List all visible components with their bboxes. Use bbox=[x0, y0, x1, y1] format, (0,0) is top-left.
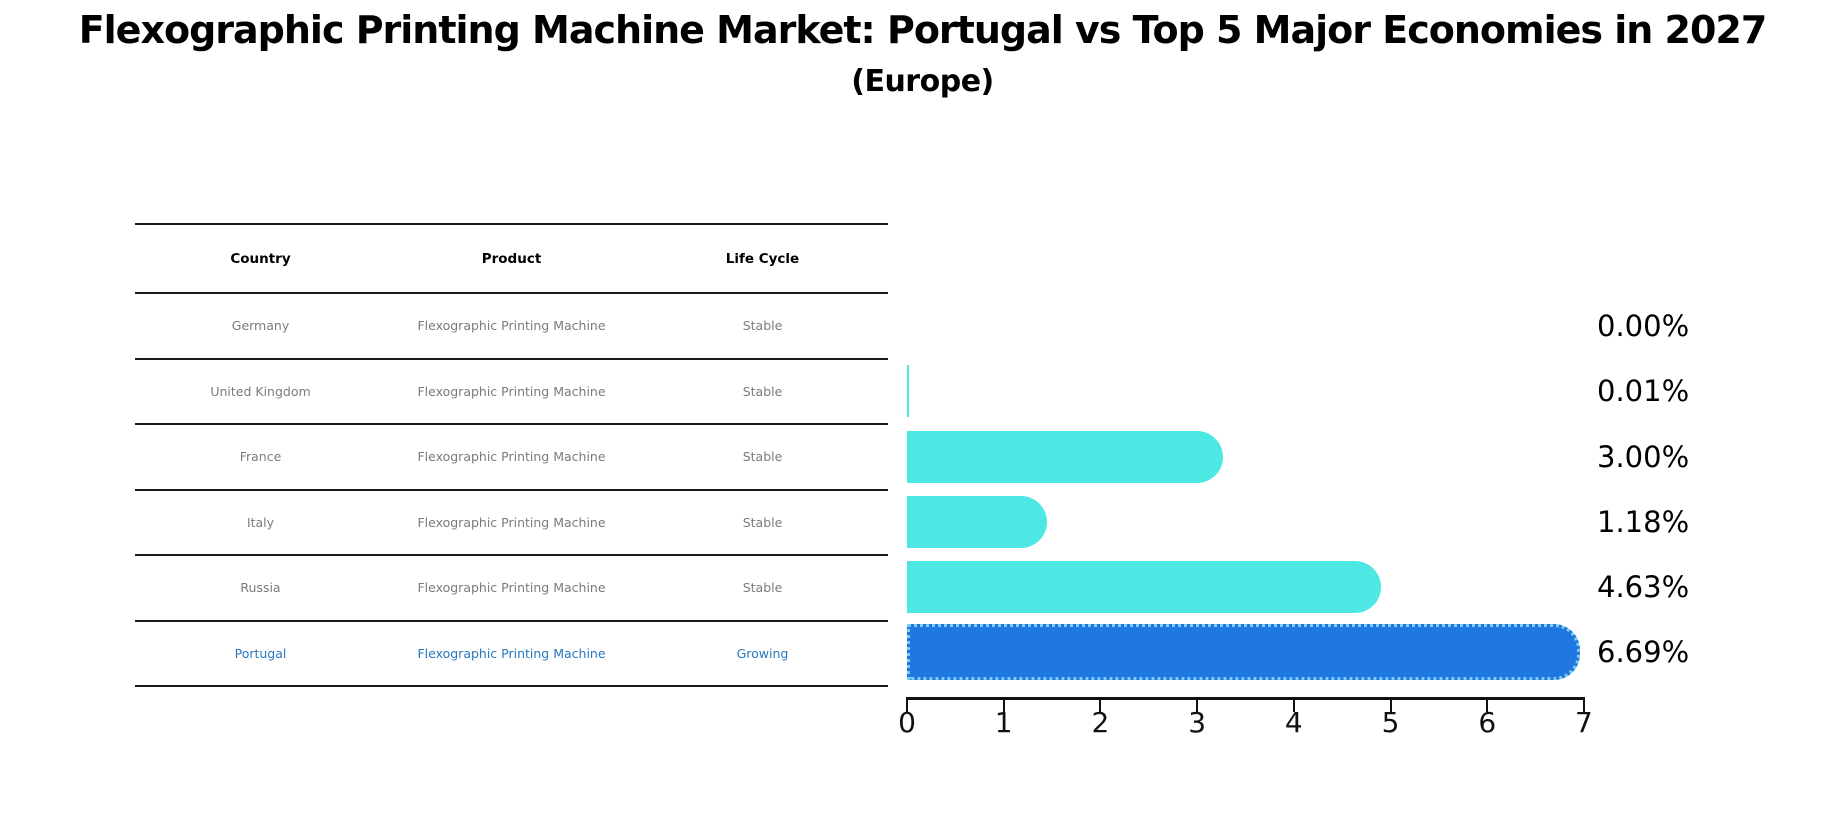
life-cycle-cell: Stable bbox=[742, 449, 783, 465]
country-cell: Russia bbox=[240, 580, 281, 596]
x-axis-tick bbox=[1389, 699, 1392, 712]
bar-italy bbox=[907, 495, 1048, 548]
life-cycle-cell: Stable bbox=[742, 580, 783, 596]
x-axis-tick bbox=[1099, 699, 1102, 712]
table-row-united-kingdom: United Kingdom Flexographic Printing Mach… bbox=[135, 360, 888, 425]
value-label-russia: 4.63% bbox=[1597, 570, 1690, 605]
life-cycle-cell: Stable bbox=[742, 318, 783, 334]
table-row-italy: Italy Flexographic Printing Machine Stable bbox=[135, 491, 888, 556]
table-header-row: Country Product Life Cycle bbox=[135, 225, 888, 294]
value-label-portugal: 6.69% bbox=[1597, 635, 1690, 670]
bar-france bbox=[907, 430, 1224, 483]
value-label-germany: 0.00% bbox=[1597, 309, 1690, 343]
country-cell: France bbox=[239, 449, 282, 465]
x-axis-tick bbox=[906, 699, 908, 712]
product-cell: Flexographic Printing Machine bbox=[417, 580, 606, 596]
x-axis-tick-label: 6 bbox=[1478, 706, 1497, 739]
table-row-germany: Germany Flexographic Printing Machine Stab… bbox=[135, 294, 888, 360]
x-axis-tick bbox=[1486, 699, 1489, 712]
x-axis-tick bbox=[1002, 699, 1005, 712]
x-axis-tick bbox=[1582, 699, 1585, 712]
bar-russia bbox=[907, 561, 1381, 614]
x-axis-line bbox=[906, 697, 1585, 700]
x-axis-tick-label: 1 bbox=[994, 706, 1013, 739]
x-axis-tick-label: 4 bbox=[1284, 706, 1303, 739]
life-cycle-cell: Stable bbox=[742, 383, 783, 399]
data-table: Country Product Life Cycle Germany Flexogra… bbox=[135, 223, 888, 687]
chart-title: Flexographic Printing Machine Market: Po… bbox=[78, 8, 1768, 52]
life-cycle-cell: Stable bbox=[742, 514, 783, 530]
table-row-russia: Russia Flexographic Printing Machine Stabl… bbox=[135, 556, 888, 622]
chart-subtitle: (Europe) bbox=[851, 64, 994, 99]
bar-portugal bbox=[907, 624, 1580, 681]
table-body: Germany Flexographic Printing Machine Stab… bbox=[135, 294, 888, 687]
country-cell: Italy bbox=[246, 514, 275, 530]
x-axis-tick-label: 5 bbox=[1381, 706, 1400, 739]
x-axis-tick bbox=[1196, 699, 1199, 712]
x-axis-tick-label: 2 bbox=[1091, 706, 1110, 739]
x-axis-tick-label: 3 bbox=[1188, 706, 1207, 739]
table-header-cell: Country bbox=[230, 250, 291, 267]
life-cycle-cell: Growing bbox=[736, 645, 789, 661]
country-cell: United Kingdom bbox=[210, 383, 311, 399]
value-label-france: 3.00% bbox=[1597, 439, 1690, 474]
x-axis-tick-label: 7 bbox=[1575, 706, 1593, 739]
country-cell: Germany bbox=[231, 318, 290, 334]
x-axis-tick-label: 0 bbox=[898, 706, 916, 739]
product-cell: Flexographic Printing Machine bbox=[417, 514, 606, 530]
product-cell: Flexographic Printing Machine bbox=[417, 383, 606, 399]
value-label-united-kingdom: 0.01% bbox=[1597, 374, 1690, 409]
table-header-cell: Life Cycle bbox=[725, 250, 800, 267]
table-header-cell: Product bbox=[481, 250, 542, 267]
product-cell: Flexographic Printing Machine bbox=[417, 645, 606, 661]
bar-united-kingdom bbox=[907, 365, 909, 418]
product-cell: Flexographic Printing Machine bbox=[417, 318, 606, 334]
table-row-france: France Flexographic Printing Machine Stabl… bbox=[135, 425, 888, 491]
table-row-portugal: Portugal Flexographic Printing Machine Gro… bbox=[135, 622, 888, 687]
value-label-italy: 1.18% bbox=[1597, 504, 1690, 539]
country-cell: Portugal bbox=[234, 645, 287, 661]
product-cell: Flexographic Printing Machine bbox=[417, 449, 606, 465]
x-axis-tick bbox=[1292, 699, 1295, 712]
